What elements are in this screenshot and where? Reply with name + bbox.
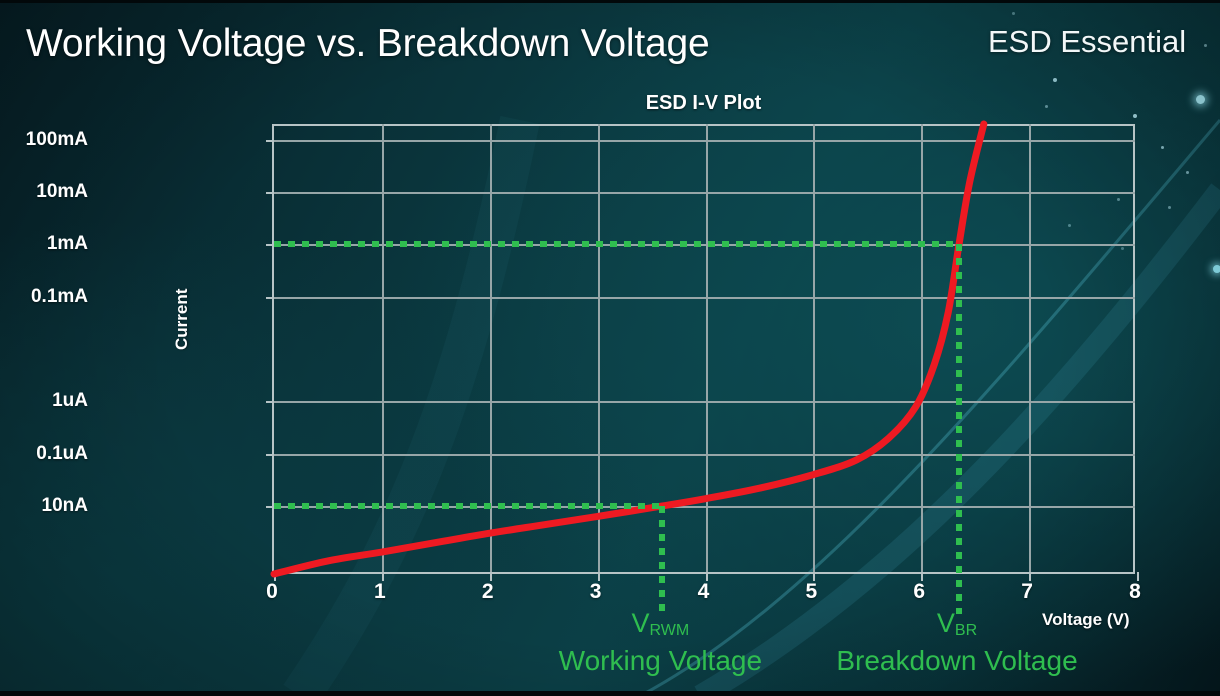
y-axis-tick <box>266 401 274 404</box>
gridline-horizontal <box>274 139 1135 142</box>
gridline-vertical <box>489 124 492 572</box>
marker-symbol-subscript: BR <box>954 622 978 639</box>
y-axis-title: Current <box>172 288 191 350</box>
x-axis-label: 0 <box>266 580 278 603</box>
plot-top-border <box>274 124 1135 126</box>
gridline-vertical <box>813 124 816 572</box>
marker-symbol-vbr: VBR <box>937 608 977 639</box>
y-axis-label: 0.1mA <box>30 285 88 307</box>
x-axis-tick <box>1137 572 1139 581</box>
annotation-hline-vbr <box>274 241 959 248</box>
gridline-horizontal <box>274 296 1135 299</box>
marker-label-vrwm: Working Voltage <box>558 645 763 676</box>
gridline-vertical <box>1029 124 1032 572</box>
x-axis-tick <box>813 572 816 581</box>
y-axis-label: 10nA <box>41 494 88 516</box>
x-axis-tick <box>1029 572 1032 581</box>
gridline-horizontal <box>274 453 1135 456</box>
curve-layer <box>270 120 988 578</box>
x-axis-label: 2 <box>481 580 494 603</box>
y-axis-tick <box>266 505 274 508</box>
plot-right-border <box>1133 124 1135 572</box>
x-axis-tick <box>597 572 600 581</box>
annotation-vline-vbr <box>956 244 962 614</box>
y-axis-tick <box>266 453 274 456</box>
marker-label-vbr: Breakdown Voltage <box>836 645 1078 676</box>
y-axis-tick <box>266 139 274 142</box>
x-axis-label: 6 <box>913 580 926 603</box>
x-axis-label: 4 <box>697 580 710 603</box>
marker-symbol-vrwm: VRWM <box>631 608 689 639</box>
gridline-horizontal <box>274 505 1135 508</box>
x-axis-label: 1 <box>374 580 386 603</box>
y-axis-label: 0.1uA <box>36 442 88 464</box>
plot-area <box>266 120 1139 614</box>
marker-symbol-subscript: RWM <box>649 622 690 639</box>
gridline-vertical <box>381 124 384 572</box>
x-axis-tick <box>381 572 384 581</box>
marker-symbol-main: V <box>631 608 650 638</box>
x-axis-label: 5 <box>805 580 818 603</box>
chart-title-container: ESD I-V Plot <box>272 92 1135 115</box>
x-axis-tick <box>705 572 708 581</box>
y-axis-label: 100mA <box>25 128 88 150</box>
y-axis-label: 1mA <box>46 233 88 255</box>
y-axis-tick <box>266 244 274 247</box>
x-axis-label: 8 <box>1129 580 1141 603</box>
slide-title: Working Voltage vs. Breakdown Voltage <box>26 22 710 65</box>
x-axis-title: Voltage (V) <box>1042 610 1130 629</box>
x-axis-tick <box>921 572 924 581</box>
x-axis-label: 7 <box>1021 580 1033 603</box>
y-axis-label: 10mA <box>36 181 88 203</box>
iv-curve <box>270 120 988 578</box>
deck-label: ESD Essential <box>988 24 1187 59</box>
gridline-vertical <box>597 124 600 572</box>
x-axis-label: 3 <box>589 580 602 603</box>
y-axis-tick <box>266 192 274 195</box>
annotation-hline-vrwm <box>274 502 663 509</box>
marker-symbol-main: V <box>936 608 955 638</box>
annotation-vline-vrwm <box>659 505 666 614</box>
chart-title: ESD I-V Plot <box>645 92 762 114</box>
gridline-vertical <box>705 124 708 572</box>
gridline-horizontal <box>274 401 1135 404</box>
x-axis-tick <box>489 572 492 581</box>
gridline-vertical <box>921 124 924 572</box>
y-axis-tick <box>266 296 274 299</box>
y-axis-label: 1uA <box>52 390 88 412</box>
gridline-horizontal <box>274 192 1135 195</box>
